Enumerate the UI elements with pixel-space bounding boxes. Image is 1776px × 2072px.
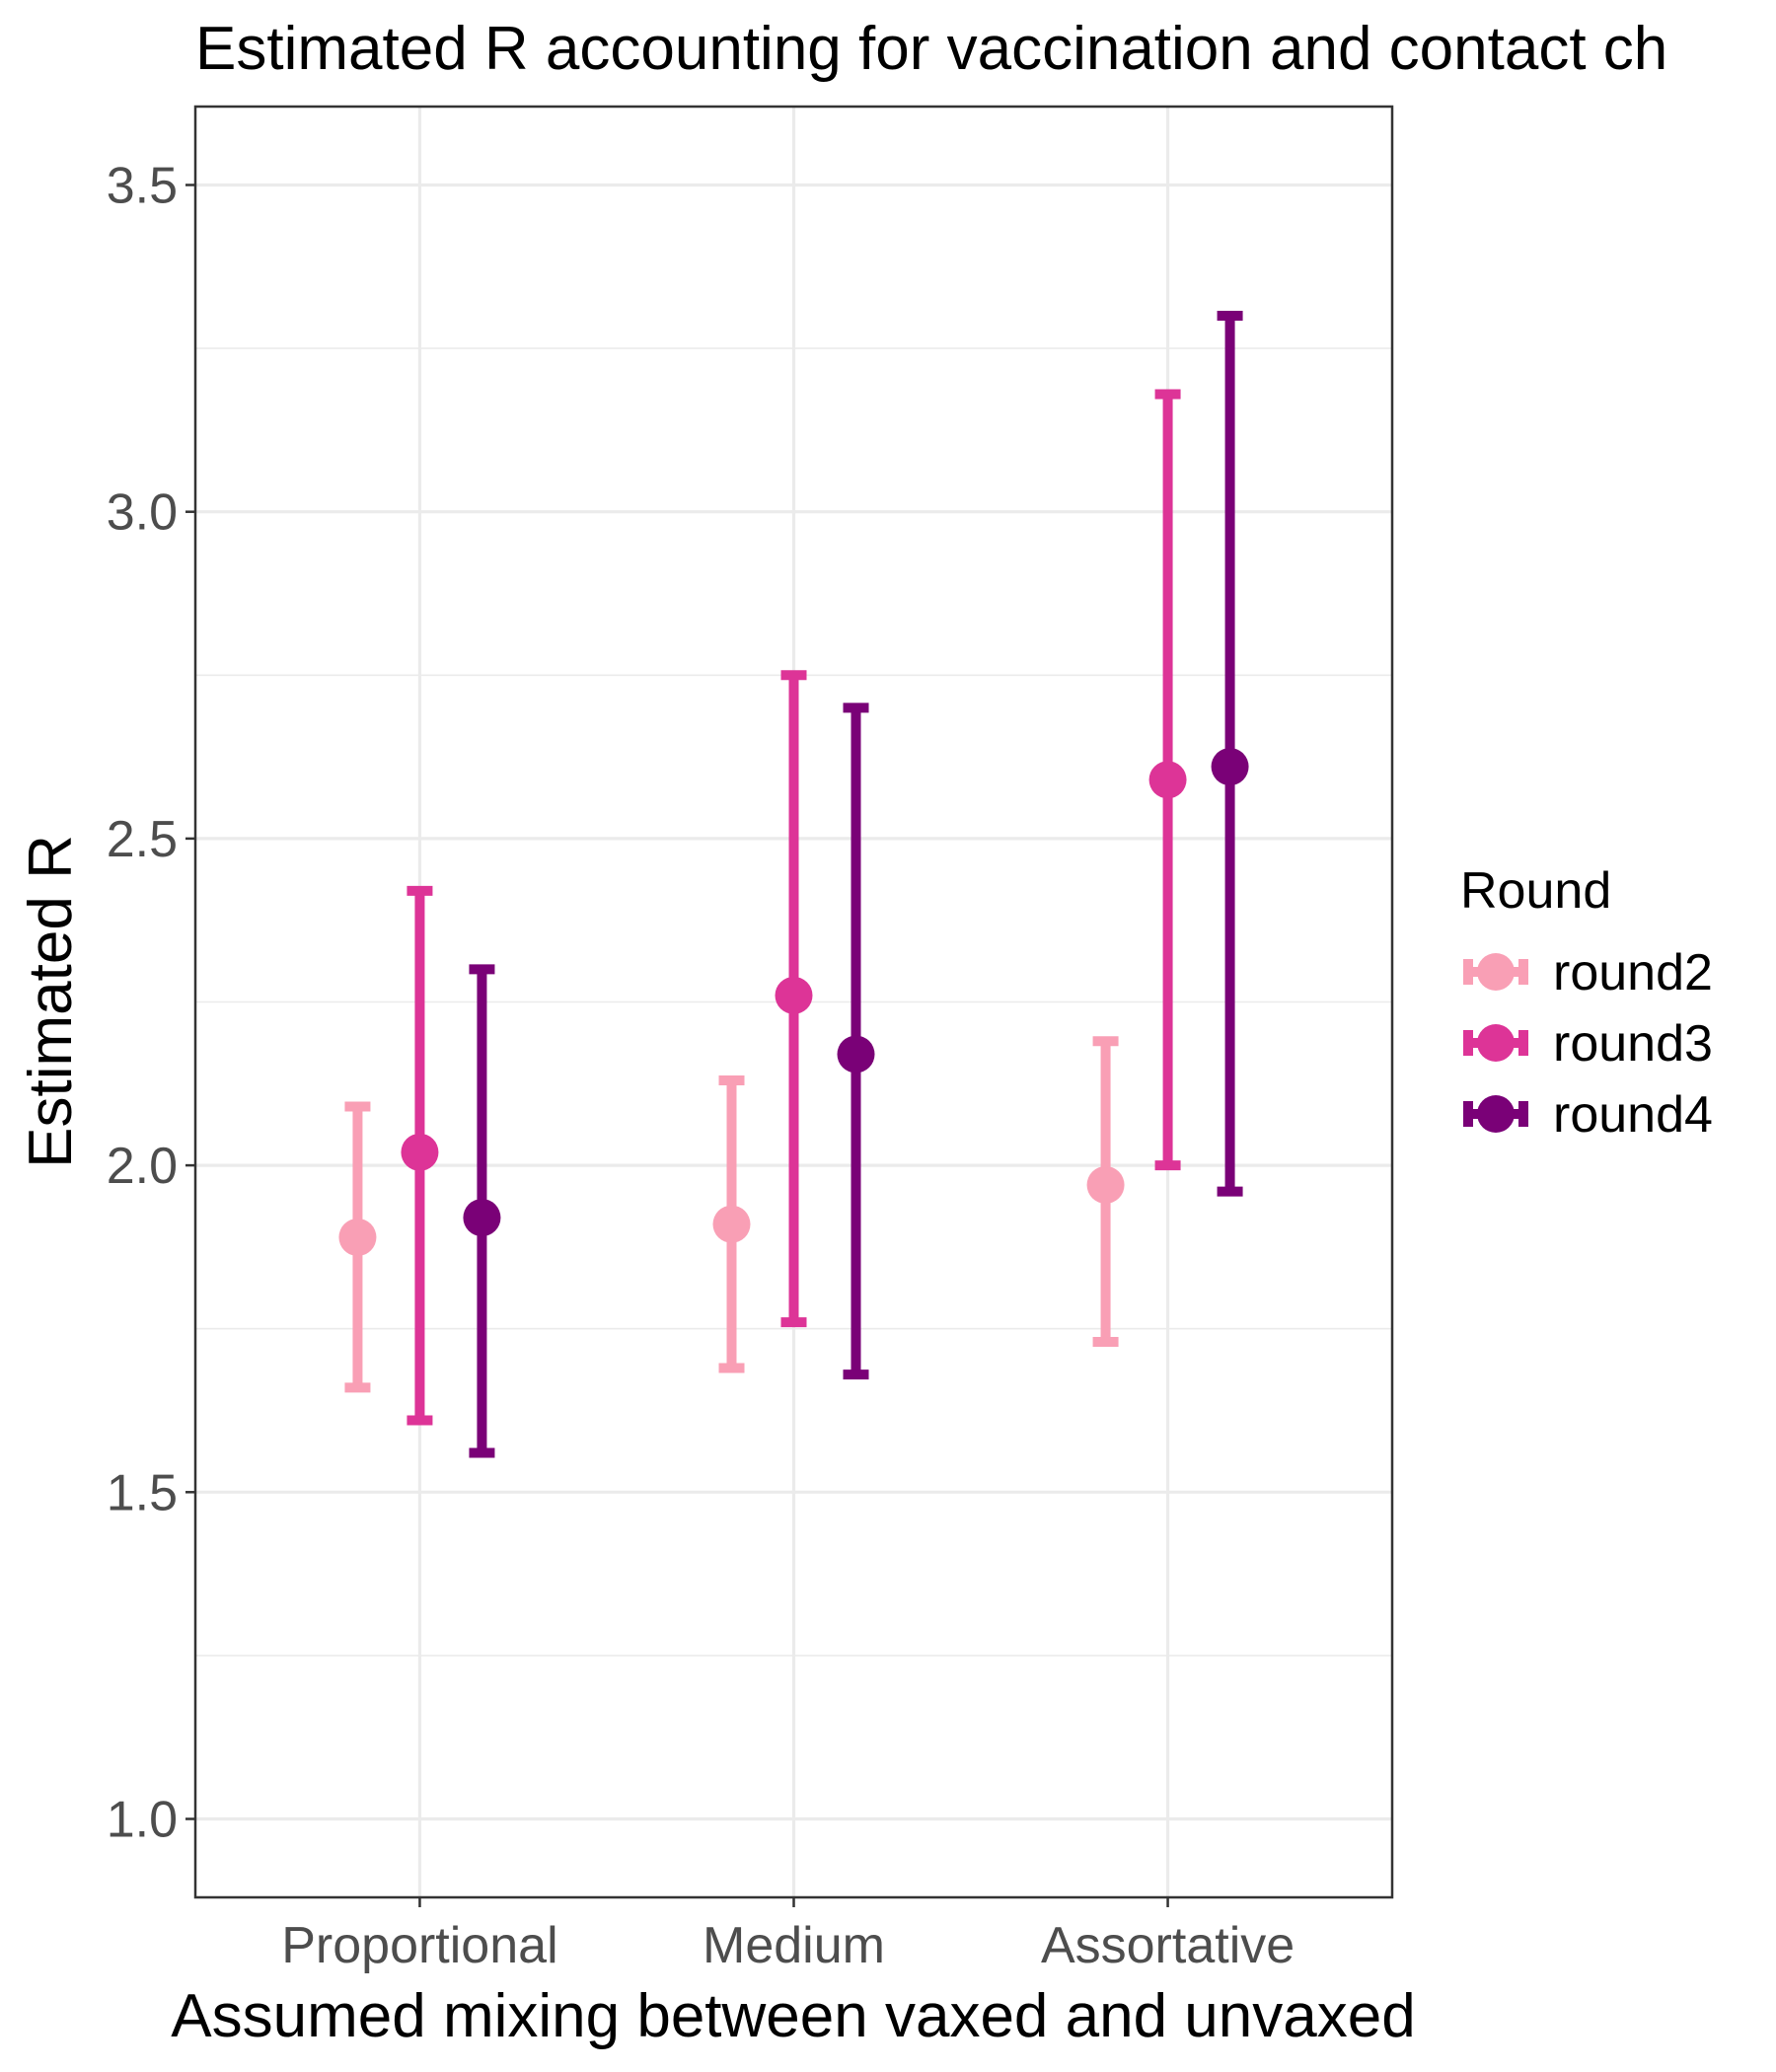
point-round3 xyxy=(775,976,813,1014)
point-round3 xyxy=(401,1133,439,1171)
x-tick-label: Proportional xyxy=(281,1917,557,1974)
x-axis-title: Assumed mixing between vaxed and unvaxed xyxy=(171,1982,1415,2050)
legend-label: round4 xyxy=(1553,1086,1713,1144)
x-tick-label: Medium xyxy=(703,1917,885,1974)
legend-key-point xyxy=(1477,1095,1515,1133)
y-axis-title: Estimated R xyxy=(17,835,85,1168)
legend-key-point xyxy=(1477,1024,1515,1062)
point-round2 xyxy=(712,1205,751,1243)
point-round2 xyxy=(1086,1165,1125,1204)
errorbar-round4 xyxy=(837,703,875,1380)
point-round4 xyxy=(837,1035,875,1073)
data-marks xyxy=(338,310,1249,1458)
axes: 1.0 1.5 2.0 2.5 3.0 3.5 Proportional Medium Asso… xyxy=(107,157,1295,1974)
y-tick-label: 2.5 xyxy=(107,811,178,868)
legend-label: round2 xyxy=(1553,944,1713,1001)
legend-label: round3 xyxy=(1553,1015,1713,1073)
legend-key-point xyxy=(1477,953,1515,991)
errorbar-round4 xyxy=(463,964,501,1458)
point-round3 xyxy=(1148,761,1187,799)
y-tick-label: 2.0 xyxy=(107,1138,178,1195)
legend-title: Round xyxy=(1460,862,1611,920)
y-tick-label: 1.5 xyxy=(107,1464,178,1521)
point-round2 xyxy=(338,1218,377,1256)
errorbar-round2 xyxy=(712,1074,751,1373)
legend-item-round4: round4 xyxy=(1463,1086,1713,1144)
legend-item-round3: round3 xyxy=(1463,1015,1713,1073)
errorbar-round4 xyxy=(1211,310,1249,1197)
errorbar-round3 xyxy=(401,885,439,1426)
legend: Round round2 round3 round4 xyxy=(1460,862,1713,1144)
y-tick-label: 1.0 xyxy=(107,1792,178,1849)
chart-title: Estimated R accounting for vaccination a… xyxy=(195,15,1667,83)
point-round4 xyxy=(463,1199,501,1237)
y-tick-label: 3.0 xyxy=(107,484,178,542)
errorbar-round3 xyxy=(1148,389,1187,1171)
y-tick-label: 3.5 xyxy=(107,157,178,214)
errorbar-round3 xyxy=(775,670,813,1328)
x-tick-label: Assortative xyxy=(1041,1917,1295,1974)
legend-item-round2: round2 xyxy=(1463,944,1713,1001)
point-round4 xyxy=(1211,748,1249,786)
errorbar-round2 xyxy=(1086,1036,1125,1347)
errorbar-round2 xyxy=(338,1101,377,1393)
